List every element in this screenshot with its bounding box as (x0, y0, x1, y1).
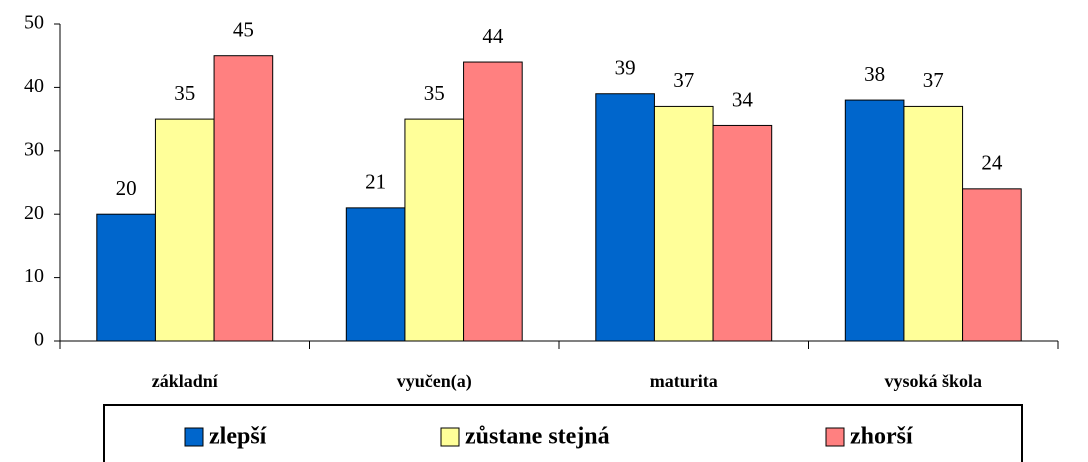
legend-box (103, 404, 1023, 462)
bar (595, 93, 655, 342)
data-label: 34 (732, 87, 754, 111)
x-tick-label: základní (152, 371, 219, 391)
data-label: 39 (615, 56, 636, 80)
y-tick-label: 50 (24, 12, 44, 34)
y-tick-label: 40 (24, 75, 44, 97)
x-tick-label: vyučen(a) (397, 371, 472, 392)
y-tick-label: 30 (24, 138, 44, 160)
data-label: 35 (174, 81, 195, 105)
data-label: 44 (482, 24, 504, 48)
legend-swatch (825, 427, 845, 447)
data-label: 37 (673, 68, 694, 92)
bar (463, 61, 523, 342)
x-tick-label: vysoká škola (884, 371, 982, 391)
bar (844, 99, 905, 342)
data-label: 21 (365, 170, 386, 194)
bar (712, 124, 773, 342)
data-label: 20 (116, 176, 137, 200)
bar (96, 213, 156, 342)
bar (903, 105, 964, 342)
legend-label: zhorší (850, 424, 913, 450)
data-label: 37 (923, 68, 944, 92)
data-label: 24 (981, 151, 1003, 175)
data-label: 35 (424, 81, 445, 105)
bar (962, 188, 1022, 342)
y-tick-label: 10 (24, 265, 44, 287)
bar (404, 118, 465, 342)
legend-swatch (184, 427, 204, 447)
data-label: 38 (864, 62, 885, 86)
bar (213, 55, 274, 342)
bar (345, 207, 406, 342)
legend-label: zlepší (209, 424, 267, 450)
bar (154, 118, 215, 342)
y-tick-label: 0 (34, 329, 44, 351)
data-label: 45 (233, 18, 254, 42)
legend-label: zůstane stejná (465, 424, 610, 450)
legend-swatch (440, 427, 460, 447)
bar (653, 105, 714, 342)
x-tick-label: maturita (650, 371, 718, 391)
y-tick-label: 20 (24, 202, 44, 224)
